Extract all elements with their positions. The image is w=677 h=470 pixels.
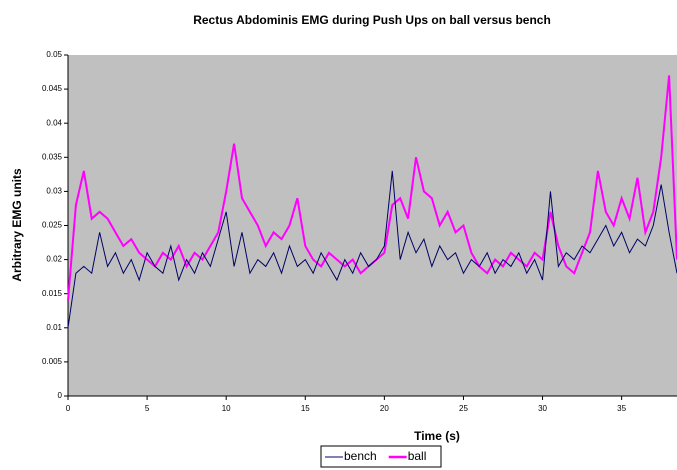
legend [320, 445, 442, 468]
data-line [67, 170, 677, 328]
y-tick-label: 0.05 [46, 50, 62, 59]
y-tick-label: 0.03 [46, 187, 62, 196]
chart-title: Rectus Abdominis EMG during Push Ups on … [193, 13, 551, 27]
y-tick-label: 0.015 [42, 289, 63, 298]
y-tick-label: 0.04 [46, 118, 62, 127]
x-tick-label: 35 [617, 404, 626, 413]
x-tick-label: 20 [380, 404, 389, 413]
y-tick-label: 0 [58, 391, 63, 400]
y-axis-label: Arbitrary EMG units [10, 168, 24, 282]
y-tick-label: 0.025 [42, 221, 63, 230]
y-tick-label: 0.01 [46, 323, 62, 332]
y-tick-label: 0.005 [42, 357, 63, 366]
x-tick-label: 30 [538, 404, 547, 413]
x-tick-label: 15 [301, 404, 310, 413]
y-tick-label: 0.045 [42, 84, 63, 93]
x-tick-label: 0 [66, 404, 71, 413]
plot-area [68, 55, 677, 396]
y-tick-label: 0.035 [42, 152, 63, 161]
x-axis-label: Time (s) [414, 429, 460, 443]
x-tick-label: 25 [459, 404, 468, 413]
legend-label: bench [344, 449, 377, 463]
x-tick-label: 5 [145, 404, 150, 413]
legend-label: ball [408, 449, 427, 463]
x-tick-label: 10 [222, 404, 231, 413]
y-tick-label: 0.02 [46, 255, 62, 264]
